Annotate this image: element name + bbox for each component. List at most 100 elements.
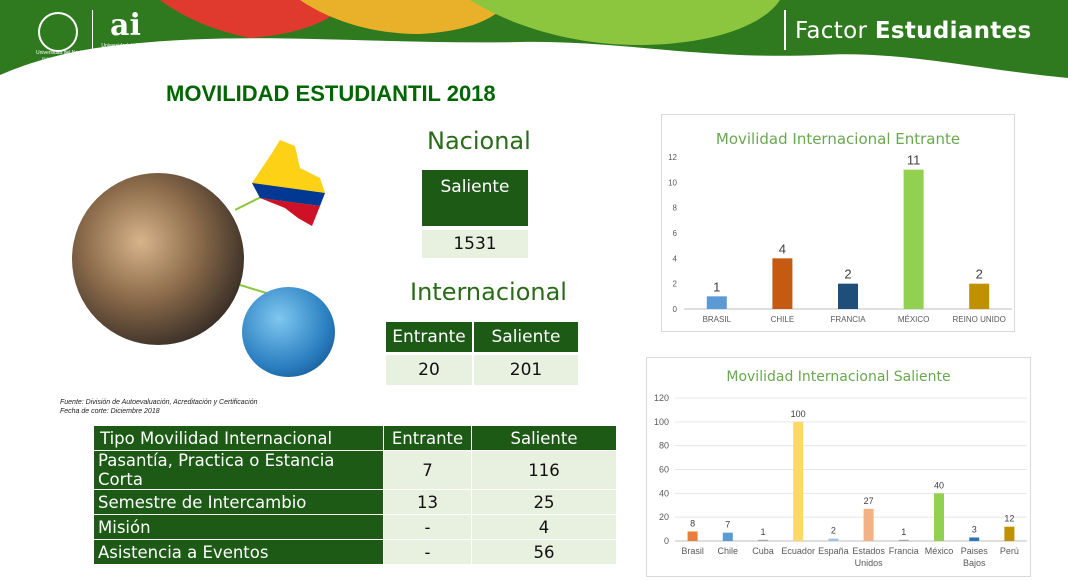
category-label: Paises <box>961 546 989 556</box>
y-tick-label: 6 <box>673 229 678 238</box>
university-seal-icon <box>38 12 78 52</box>
y-tick-label: 12 <box>668 153 677 162</box>
category-label: Chile <box>718 546 739 556</box>
category-label: REINO UNIDO <box>953 315 1006 324</box>
bar <box>772 258 793 309</box>
category-label: Perú <box>1000 546 1019 556</box>
table-cell: 25 <box>471 489 617 515</box>
category-label: España <box>818 546 849 556</box>
table-cell: - <box>383 514 472 540</box>
table-header-row: Tipo Movilidad Internacional Entrante Sa… <box>93 425 617 451</box>
y-tick-label: 40 <box>659 488 669 498</box>
table-cell: 4 <box>471 514 617 540</box>
bar <box>706 296 727 309</box>
category-label: CHILE <box>771 315 795 324</box>
bar <box>838 283 858 309</box>
category-label: México <box>925 546 954 556</box>
logo-university-text: Universidad del Norte <box>35 50 85 56</box>
category-label: Cuba <box>752 546 774 556</box>
bar <box>969 283 990 309</box>
y-tick-label: 0 <box>664 536 669 546</box>
logo-ai-sub: Universidad de Manizales <box>101 43 159 49</box>
header-title-bold: Estudiantes <box>874 18 1032 44</box>
category-label: Francia <box>889 546 919 556</box>
table-row: Asistencia a Eventos -56 <box>93 539 617 565</box>
chart-entrante-panel: Movilidad Internacional Entrante 0 2 4 6 8 10… <box>661 114 1015 332</box>
internacional-saliente-value: 201 <box>474 355 578 385</box>
y-tick-label: 0 <box>673 305 678 314</box>
category-label: MÉXICO <box>898 315 930 324</box>
category-label: BRASIL <box>703 315 732 324</box>
table-cell: 7 <box>383 450 472 490</box>
category-label: Brasil <box>681 546 704 556</box>
mobility-table: Tipo Movilidad Internacional Entrante Sa… <box>93 425 617 565</box>
internacional-entrante-value: 20 <box>386 355 472 385</box>
bar <box>828 538 839 541</box>
nacional-title: Nacional <box>427 127 531 155</box>
logo-university-sub: FUNDADA EN 1966 <box>42 56 78 61</box>
header-title-light: Factor <box>795 18 868 44</box>
data-label: 40 <box>934 480 944 490</box>
category-label: Estados <box>852 546 885 556</box>
data-label: 4 <box>779 241 786 256</box>
table-row: Pasantía, Practica o Estancia Corta 7 116 <box>93 450 617 490</box>
chart-saliente-panel: Movilidad Internacional Saliente 0 20 40 60… <box>646 357 1031 577</box>
bar <box>898 539 909 541</box>
bar <box>903 169 924 309</box>
chart-saliente-title: Movilidad Internacional Saliente <box>726 369 951 385</box>
internacional-saliente-label: Saliente <box>474 322 578 352</box>
data-label: 1 <box>760 527 765 537</box>
category-label: Ecuador <box>781 546 815 556</box>
data-label: 2 <box>844 267 851 282</box>
table-header-tipo: Tipo Movilidad Internacional <box>93 425 384 451</box>
chart-saliente-svg: 0 20 40 60 80 100 120 8 Brasil 7 Chile 1 Cuba 100 Ecua… <box>654 393 1027 568</box>
students-photo <box>72 173 244 345</box>
y-tick-label: 20 <box>659 512 669 522</box>
data-label: 12 <box>1004 514 1014 524</box>
table-row: Semestre de Intercambio 13 25 <box>93 489 617 515</box>
y-tick-label: 80 <box>659 441 669 451</box>
data-label: 3 <box>972 524 977 534</box>
bar <box>687 531 698 541</box>
table-cell: Asistencia a Eventos <box>93 539 384 565</box>
nacional-saliente-value: 1531 <box>422 230 528 258</box>
category-label: Unidos <box>855 558 884 568</box>
table-cell: - <box>383 539 472 565</box>
globe-flags-icon <box>242 287 335 377</box>
bar <box>793 421 804 541</box>
bar <box>863 508 874 541</box>
bar <box>969 537 980 541</box>
y-tick-label: 120 <box>654 393 669 403</box>
header-banner <box>0 0 1068 78</box>
bar <box>934 493 944 541</box>
y-tick-label: 4 <box>673 254 678 263</box>
header-title: Factor Estudiantes <box>795 18 1031 44</box>
data-label: 11 <box>907 153 921 168</box>
data-label: 27 <box>864 496 874 506</box>
y-tick-label: 2 <box>673 280 678 289</box>
cutoff-date: Fecha de corte: Diciembre 2018 <box>60 408 160 415</box>
logo-ai: ai <box>110 8 141 43</box>
internacional-entrante-label: Entrante <box>386 322 472 352</box>
table-header-saliente: Saliente <box>471 425 617 451</box>
table-cell: Misión <box>93 514 384 540</box>
data-label: 7 <box>725 520 730 530</box>
source-note: Fuente: División de Autoevaluación, Acre… <box>60 398 258 416</box>
colombia-map-icon <box>252 140 325 226</box>
table-cell: Semestre de Intercambio <box>93 489 384 515</box>
table-row: Misión -4 <box>93 514 617 540</box>
page-title: MOVILIDAD ESTUDIANTIL 2018 <box>166 81 496 106</box>
logo-divider <box>92 10 93 60</box>
source-line: Fuente: División de Autoevaluación, Acre… <box>60 399 258 406</box>
y-tick-label: 100 <box>654 417 669 427</box>
nacional-saliente-label: Saliente <box>422 170 528 226</box>
table-cell: 13 <box>383 489 472 515</box>
data-label: 1 <box>713 279 720 294</box>
bar <box>722 532 733 541</box>
data-label: 1 <box>901 527 906 537</box>
category-label: FRANCIA <box>830 315 866 324</box>
table-cell: 116 <box>471 450 617 490</box>
table-cell: 56 <box>471 539 617 565</box>
y-tick-label: 60 <box>659 465 669 475</box>
